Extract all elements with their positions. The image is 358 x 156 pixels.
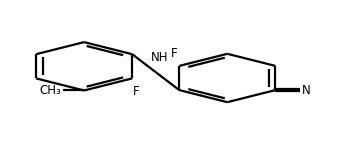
Text: F: F [171,47,177,60]
Text: F: F [132,85,139,98]
Text: N: N [302,84,311,97]
Text: NH: NH [151,51,168,64]
Text: CH₃: CH₃ [39,84,61,97]
